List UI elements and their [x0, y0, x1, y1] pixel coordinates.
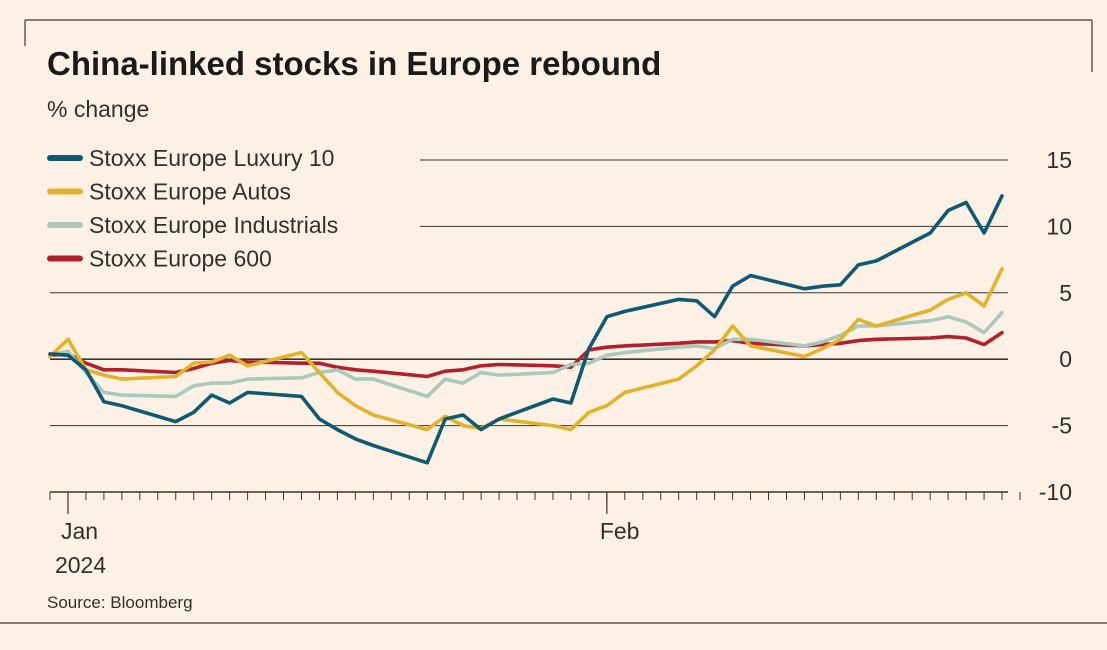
legend-label: Stoxx Europe Autos — [89, 179, 291, 205]
y-gridlines — [50, 159, 1008, 493]
legend-label: Stoxx Europe Industrials — [89, 212, 338, 238]
chart-title: China-linked stocks in Europe rebound — [47, 45, 661, 82]
x-tick-sublabel: 2024 — [55, 552, 106, 578]
source-note: Source: Bloomberg — [47, 593, 193, 612]
legend: Stoxx Europe Luxury 10 Stoxx Europe Autos… — [47, 145, 338, 272]
legend-label: Stoxx Europe Luxury 10 — [89, 145, 334, 171]
y-tick-labels: 15 10 5 0 -5 -10 — [1039, 147, 1072, 505]
y-tick-label: 5 — [1059, 280, 1072, 306]
series-line-stoxx-europe-luxury-10 — [48, 194, 1004, 465]
x-tick-label: Jan — [61, 518, 98, 544]
series-line-stoxx-europe-600 — [48, 330, 1004, 379]
y-tick-label: -5 — [1052, 413, 1072, 439]
series-line-stoxx-europe-industrials — [48, 310, 1004, 399]
y-tick-label: 10 — [1046, 213, 1072, 239]
series-line-stoxx-europe-autos — [48, 267, 1004, 432]
series-lines — [48, 194, 1004, 465]
chart-subtitle: % change — [47, 96, 149, 122]
x-axis: Jan 2024 Feb — [49, 492, 1021, 578]
y-tick-label: 0 — [1059, 346, 1072, 372]
y-tick-label: 15 — [1046, 147, 1072, 173]
x-tick-label: Feb — [600, 518, 640, 544]
legend-label: Stoxx Europe 600 — [89, 246, 272, 272]
y-tick-label: -10 — [1039, 479, 1072, 505]
